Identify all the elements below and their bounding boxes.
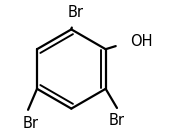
Text: OH: OH bbox=[130, 34, 153, 49]
Text: Br: Br bbox=[109, 113, 125, 128]
Text: Br: Br bbox=[22, 116, 38, 131]
Text: Br: Br bbox=[67, 6, 83, 20]
